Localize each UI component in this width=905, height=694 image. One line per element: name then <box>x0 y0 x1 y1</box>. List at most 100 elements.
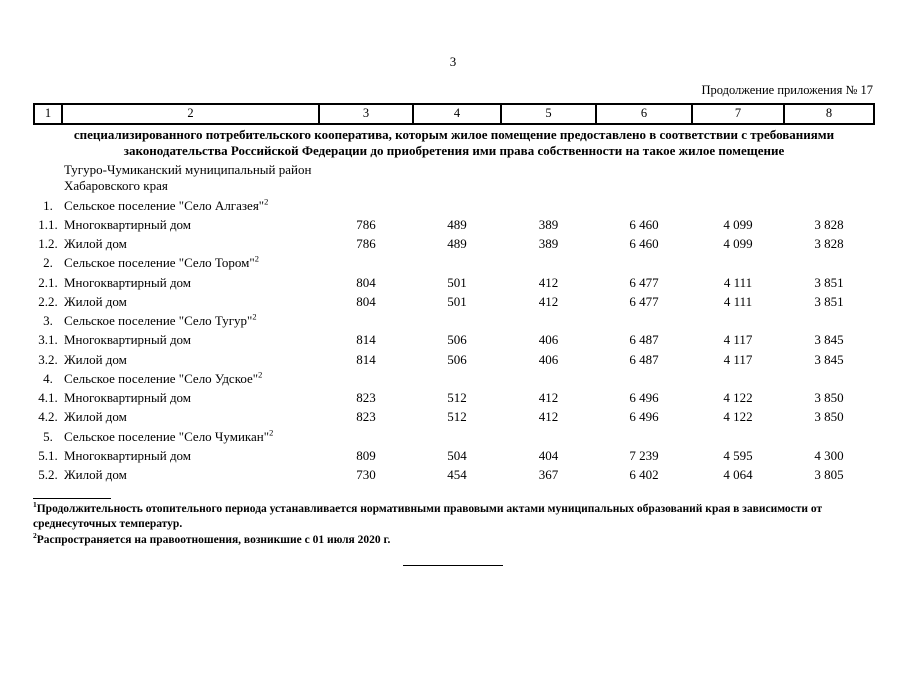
data-row-number: 5.1. <box>38 447 58 463</box>
footnotes-block: 1Продолжительность отопительного периода… <box>33 499 873 549</box>
data-row-number: 4.2. <box>38 409 58 425</box>
district-filler-cell <box>319 161 874 197</box>
value-cell: 823 <box>356 390 376 405</box>
column-number-1: 1 <box>33 103 63 125</box>
value-cell: 823 <box>356 409 376 425</box>
group-row-number: 4. <box>43 370 53 386</box>
housing-type-label: Жилой дом <box>64 236 127 251</box>
value-cell: 406 <box>538 351 559 367</box>
value-cell: 786 <box>356 216 376 232</box>
data-row: 2.2. Жилой дом 804 501 412 6 477 4 111 3 851 <box>34 292 874 311</box>
column-number-7: 7 <box>691 103 785 125</box>
value-cell: 809 <box>356 447 376 463</box>
data-row: 5.2. Жилой дом 730 454 367 6 402 4 064 3 805 <box>34 466 874 485</box>
value-cell: 4 595 <box>723 447 753 463</box>
settlement-group-row: 5. Сельское поселение "Село Чумикан"2 <box>34 427 874 446</box>
housing-type-label: Многоквартирный дом <box>64 216 192 232</box>
value-cell: 512 <box>447 409 467 425</box>
footnote-separator <box>33 497 111 499</box>
column-number-4: 4 <box>412 103 502 125</box>
footnote: 1Продолжительность отопительного периода… <box>33 499 823 531</box>
value-cell: 3 828 <box>814 236 844 251</box>
value-cell: 786 <box>356 236 376 251</box>
table-subheader-row: специализированного потребительского коо… <box>34 124 874 161</box>
footnote-number: 1 <box>33 499 37 509</box>
value-cell: 412 <box>538 274 559 290</box>
value-cell: 504 <box>447 447 467 463</box>
value-cell: 4 111 <box>723 293 753 309</box>
settlement-name: Сельское поселение "Село Тугур"2 <box>64 311 257 328</box>
value-cell: 6 460 <box>629 216 659 232</box>
column-number-2: 2 <box>61 103 320 125</box>
value-cell: 501 <box>447 274 467 290</box>
value-cell: 412 <box>538 390 559 405</box>
data-row-number: 2.2. <box>38 293 58 309</box>
end-of-document-line <box>403 565 503 567</box>
value-cell: 804 <box>356 274 376 290</box>
value-cell: 454 <box>447 467 467 482</box>
housing-type-label: Жилой дом <box>64 409 127 425</box>
value-cell: 3 850 <box>814 409 844 425</box>
document-page: 3 Продолжение приложения № 17 1 2 3 4 5 … <box>0 54 905 694</box>
value-cell: 3 845 <box>814 351 844 367</box>
housing-type-label: Многоквартирный дом <box>64 332 192 348</box>
data-row: 2.1. Многоквартирный дом 804 501 412 6 477 4 1… <box>34 273 874 292</box>
value-cell: 3 845 <box>814 332 844 348</box>
data-row: 5.1. Многоквартирный дом 809 504 404 7 239 4 5… <box>34 446 874 465</box>
value-cell: 389 <box>538 216 559 232</box>
value-cell: 6 496 <box>629 409 659 425</box>
tariff-table: 1 2 3 4 5 6 7 8 специализированного потр… <box>33 103 875 485</box>
housing-type-label: Жилой дом <box>64 351 127 367</box>
data-row-number: 1.1. <box>38 216 58 232</box>
value-cell: 6 460 <box>629 236 659 251</box>
value-cell: 4 122 <box>723 390 753 405</box>
data-row-number: 1.2. <box>38 236 58 251</box>
table-subheader-text: специализированного потребительского коо… <box>73 126 835 158</box>
value-cell: 6 477 <box>629 274 659 290</box>
value-cell: 3 851 <box>814 293 844 309</box>
footnote-reference: 2 <box>264 196 269 207</box>
value-cell: 804 <box>356 293 376 309</box>
value-cell: 4 111 <box>723 274 753 290</box>
value-cell: 512 <box>447 390 467 405</box>
housing-type-label: Многоквартирный дом <box>64 274 192 290</box>
footnote-reference: 2 <box>258 369 263 380</box>
value-cell: 4 122 <box>723 409 753 425</box>
footnote-reference: 2 <box>254 253 259 264</box>
column-numbers-row: 1 2 3 4 5 6 7 8 <box>33 103 875 125</box>
settlement-name: Сельское поселение "Село Удское"2 <box>64 369 263 386</box>
value-cell: 404 <box>538 447 559 463</box>
data-row: 4.1. Многоквартирный дом 823 512 412 6 496 4 1… <box>34 389 874 408</box>
settlement-group-row: 4. Сельское поселение "Село Удское"2 <box>34 369 874 388</box>
group-row-number: 2. <box>43 255 53 271</box>
settlement-group-row: 2. Сельское поселение "Село Тором"2 <box>34 254 874 273</box>
settlement-group-row: 3. Сельское поселение "Село Тугур"2 <box>34 312 874 331</box>
value-cell: 406 <box>538 332 559 348</box>
data-row-number: 5.2. <box>38 467 58 482</box>
data-row-number: 4.1. <box>38 390 58 405</box>
footnote: 2Распространяется на правоотношения, воз… <box>33 530 391 546</box>
data-row: 3.1. Многоквартирный дом 814 506 406 6 487 4 1… <box>34 331 874 350</box>
column-number-3: 3 <box>318 103 414 125</box>
value-cell: 814 <box>356 351 376 367</box>
value-cell: 6 487 <box>629 332 659 348</box>
value-cell: 412 <box>538 409 559 425</box>
column-number-6: 6 <box>595 103 693 125</box>
data-row-number: 3.2. <box>38 351 58 367</box>
value-cell: 6 477 <box>629 293 659 309</box>
district-empty-num-cell <box>34 161 62 197</box>
housing-type-label: Жилой дом <box>64 293 127 309</box>
value-cell: 367 <box>538 467 559 482</box>
footnote-number: 2 <box>33 530 37 540</box>
housing-type-label: Многоквартирный дом <box>64 447 192 463</box>
value-cell: 4 117 <box>723 351 753 367</box>
value-cell: 6 487 <box>629 351 659 367</box>
value-cell: 3 805 <box>814 467 844 482</box>
value-cell: 489 <box>447 216 467 232</box>
data-row: 1.2. Жилой дом 786 489 389 6 460 4 099 3 828 <box>34 235 874 254</box>
value-cell: 389 <box>538 236 559 251</box>
page-number: 3 <box>449 54 457 69</box>
value-cell: 7 239 <box>629 447 659 463</box>
value-cell: 4 099 <box>723 236 753 251</box>
value-cell: 3 851 <box>814 274 844 290</box>
